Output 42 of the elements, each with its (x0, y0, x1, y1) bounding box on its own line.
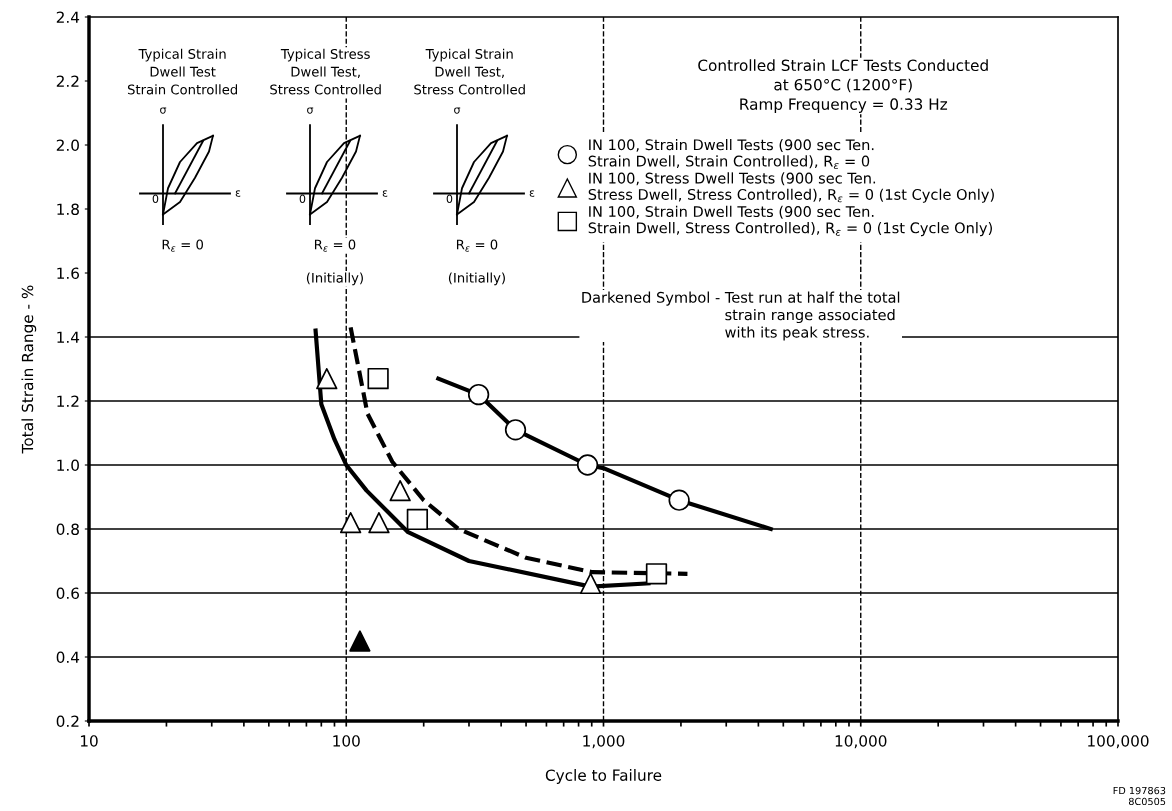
annotation: R$_{ε}$ = 0 (162, 239, 204, 252)
text: FD 197863 8C0505 (1113, 786, 1166, 806)
annotation: (Initially) (448, 272, 505, 286)
y-tick-label: 0.8 (56, 523, 79, 536)
annotation: σ (160, 107, 167, 114)
x-tick-label: 100,000 (1088, 735, 1149, 749)
annotation: 0 (152, 194, 159, 204)
x-tick-label: 10,000 (835, 735, 887, 749)
legend-label: IN 100, Strain Dwell Tests (900 sec Ten. Strain Dwell, Strain Controlled), R$_{ε}$ = 0 (588, 138, 874, 169)
x-tick-label: 100 (333, 735, 360, 747)
annotation: R$_{ε}$ = 0 (314, 239, 356, 252)
y-tick-label: 1.6 (57, 267, 80, 280)
annotation: Typical Stress Dwell Test, Stress Controlled (270, 48, 381, 95)
y-tick-label: 0.6 (56, 587, 80, 600)
y-tick-label: 1.4 (57, 331, 80, 343)
y-tick-label: 0.2 (56, 715, 79, 728)
x-axis-title: Cycle to Failure (545, 769, 662, 784)
y-tick-label: 1.8 (57, 203, 79, 216)
annotation: ε (529, 190, 535, 197)
y-tick-label: 1.0 (57, 459, 79, 472)
y-tick-label: 0.4 (56, 651, 80, 664)
annotation: σ (454, 107, 461, 114)
annotation: Typical Strain Dwell Test, Stress Controlled (414, 48, 525, 95)
legend-label: IN 100, Stress Dwell Tests (900 sec Ten. Stress Dwell, Stress Controlled), R$_{ε}$ = 0 (1st Cycle Only) (588, 172, 994, 203)
annotation: 0 (299, 194, 306, 204)
annotation: (Initially) (306, 272, 363, 286)
annotation: R$_{ε}$ = 0 (456, 239, 498, 252)
y-axis-title: Total Strain Range - % (21, 285, 37, 454)
annotation: Typical Strain Dwell Test Strain Controlled (127, 48, 237, 95)
y-tick-label: 1.2 (57, 395, 79, 407)
x-tick-label: 10 (80, 735, 98, 747)
annotation: 0 (446, 194, 453, 204)
annotation: ε (382, 190, 388, 197)
annotation: Darkened Symbol - Test run at half the total strain range associated with its peak stress. (582, 291, 900, 341)
annotation: σ (307, 107, 314, 114)
text: Controlled Strain LCF Tests Conducted at 650°C (1200°F) Ramp Frequency = 0.33 Hz (698, 59, 988, 113)
y-tick-label: 2.4 (56, 11, 80, 23)
legend-label: IN 100, Strain Dwell Tests (900 sec Ten. Strain Dwell, Stress Controlled), R$_{ε}$ = 0 (1st Cycle Only) (588, 205, 992, 237)
x-tick-label: 1,000 (583, 735, 625, 749)
y-tick-label: 2.0 (56, 139, 79, 152)
annotation: ε (235, 190, 241, 197)
y-tick-label: 2.2 (56, 75, 79, 87)
